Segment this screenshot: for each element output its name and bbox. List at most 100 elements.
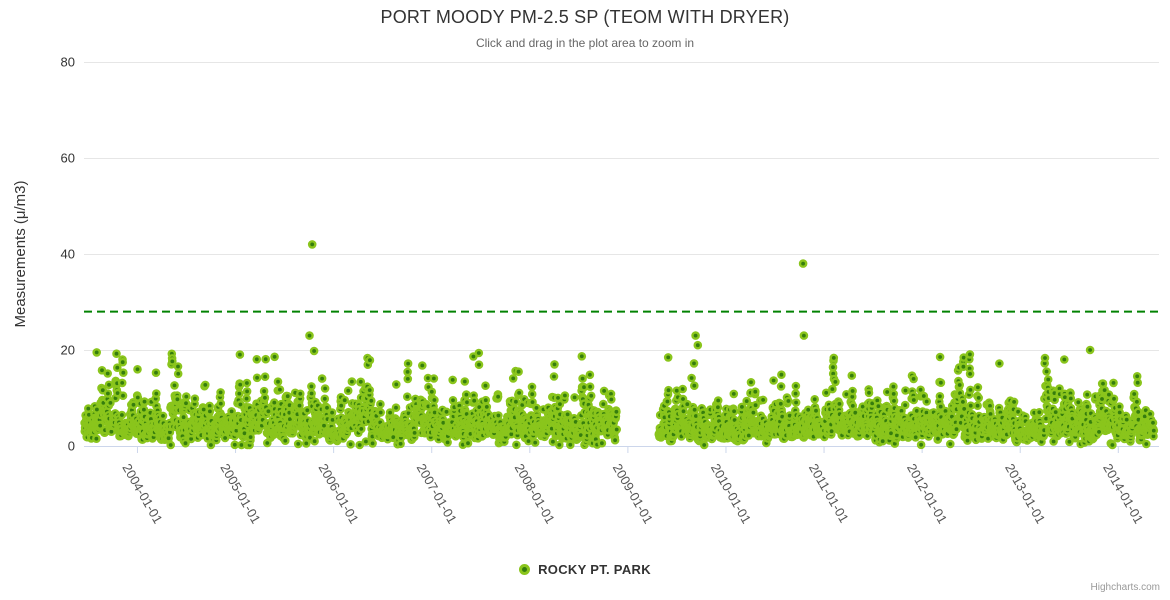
data-point[interactable] (356, 424, 366, 434)
data-point[interactable] (835, 399, 844, 409)
data-point[interactable] (699, 440, 709, 450)
data-point[interactable] (1094, 427, 1104, 437)
data-point[interactable] (965, 369, 975, 379)
data-point[interactable] (181, 438, 190, 448)
data-point[interactable] (356, 377, 366, 387)
data-point[interactable] (1009, 397, 1019, 407)
data-point[interactable] (118, 391, 128, 401)
data-point[interactable] (663, 353, 673, 362)
data-point[interactable] (746, 377, 756, 387)
data-point[interactable] (140, 397, 149, 406)
data-point[interactable] (560, 391, 570, 400)
data-point[interactable] (1132, 397, 1142, 407)
data-point[interactable] (791, 381, 801, 391)
data-point[interactable] (586, 391, 596, 401)
data-point[interactable] (106, 398, 115, 408)
data-point[interactable] (530, 438, 540, 447)
data-point[interactable] (1082, 390, 1092, 399)
data-point[interactable] (493, 392, 503, 402)
data-point[interactable] (689, 359, 699, 368)
data-point[interactable] (882, 387, 892, 397)
data-point[interactable] (469, 396, 479, 406)
data-point[interactable] (524, 436, 533, 446)
data-point[interactable] (555, 399, 565, 409)
data-point[interactable] (235, 350, 245, 359)
data-point[interactable] (1066, 394, 1076, 403)
data-point[interactable] (610, 435, 620, 445)
data-point[interactable] (260, 393, 270, 403)
data-point[interactable] (103, 389, 113, 398)
data-point[interactable] (293, 439, 303, 449)
data-point[interactable] (366, 396, 376, 406)
data-point[interactable] (1098, 379, 1108, 388)
legend-item-rocky-pt-park[interactable]: ROCKY PT. PARK (0, 562, 1170, 577)
data-point[interactable] (320, 384, 330, 393)
data-point[interactable] (307, 240, 317, 249)
data-point[interactable] (758, 395, 768, 405)
data-point[interactable] (259, 386, 269, 396)
data-point[interactable] (355, 440, 365, 450)
data-point[interactable] (864, 388, 874, 398)
data-point[interactable] (167, 357, 177, 366)
data-point[interactable] (104, 380, 114, 390)
data-point[interactable] (791, 389, 800, 398)
data-point[interactable] (909, 374, 918, 384)
data-point[interactable] (511, 397, 521, 407)
data-point[interactable] (911, 432, 921, 442)
data-point[interactable] (1085, 345, 1095, 355)
data-point[interactable] (889, 382, 898, 391)
data-point[interactable] (821, 388, 831, 398)
data-point[interactable] (119, 368, 128, 378)
data-point[interactable] (270, 352, 279, 362)
data-point[interactable] (679, 406, 688, 416)
data-point[interactable] (220, 433, 230, 443)
data-point[interactable] (713, 402, 723, 412)
data-point[interactable] (170, 381, 179, 390)
data-point[interactable] (1060, 355, 1069, 364)
data-point[interactable] (173, 362, 183, 371)
data-point[interactable] (663, 397, 672, 406)
data-point[interactable] (901, 386, 910, 395)
data-point[interactable] (474, 360, 484, 370)
data-point[interactable] (1133, 378, 1142, 388)
data-point[interactable] (566, 440, 575, 450)
data-point[interactable] (305, 331, 314, 340)
data-point[interactable] (103, 369, 112, 378)
data-point[interactable] (252, 354, 262, 364)
data-point[interactable] (585, 382, 595, 392)
data-point[interactable] (693, 340, 703, 350)
data-point[interactable] (181, 392, 191, 401)
data-point[interactable] (417, 361, 427, 370)
data-point[interactable] (280, 436, 290, 446)
data-point[interactable] (347, 377, 357, 386)
data-point[interactable] (952, 424, 961, 434)
data-point[interactable] (317, 374, 327, 383)
data-point[interactable] (578, 374, 587, 383)
data-point[interactable] (585, 370, 595, 380)
data-point[interactable] (368, 439, 377, 448)
data-point[interactable] (831, 377, 840, 387)
data-point[interactable] (200, 380, 210, 390)
data-point[interactable] (242, 394, 251, 403)
data-point[interactable] (966, 401, 976, 411)
data-point[interactable] (1109, 378, 1118, 388)
data-point[interactable] (216, 388, 225, 397)
data-point[interactable] (365, 355, 375, 365)
data-point[interactable] (1108, 440, 1117, 450)
data-point[interactable] (514, 388, 524, 398)
data-point[interactable] (555, 440, 564, 450)
data-point[interactable] (463, 438, 473, 448)
data-point[interactable] (922, 397, 932, 406)
data-point[interactable] (92, 348, 101, 357)
data-point[interactable] (173, 369, 183, 379)
data-point[interactable] (527, 389, 537, 399)
data-point[interactable] (234, 389, 244, 398)
data-point[interactable] (729, 406, 739, 416)
data-point[interactable] (151, 389, 161, 398)
data-point[interactable] (798, 259, 808, 268)
data-point[interactable] (307, 389, 316, 398)
data-point[interactable] (117, 378, 127, 388)
data-point[interactable] (664, 385, 673, 395)
data-point[interactable] (462, 390, 471, 399)
data-point[interactable] (481, 381, 490, 391)
